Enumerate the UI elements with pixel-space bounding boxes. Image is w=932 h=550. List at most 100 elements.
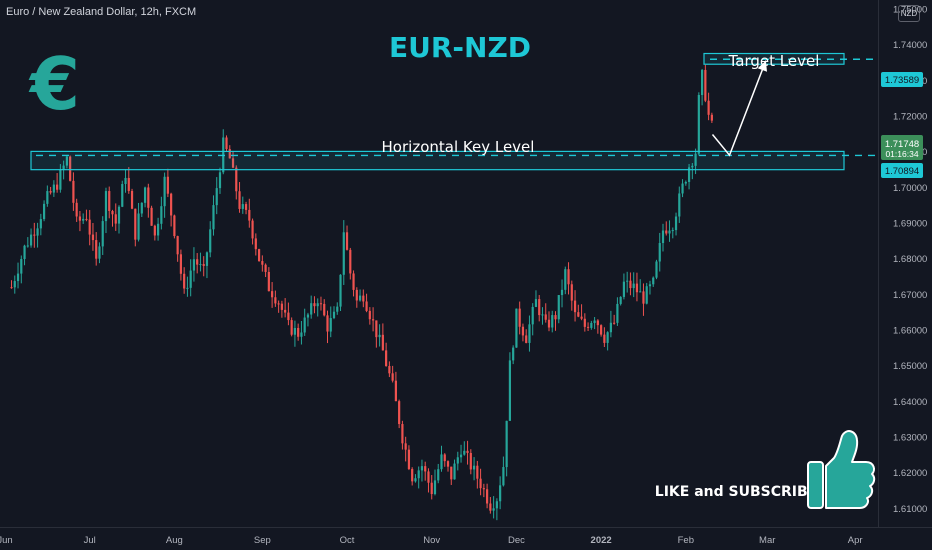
candle: [20, 255, 23, 284]
candle: [313, 296, 316, 314]
candle: [179, 249, 183, 281]
candle: [95, 232, 98, 266]
candle: [626, 271, 629, 293]
candle: [459, 444, 463, 463]
candle: [674, 212, 678, 236]
currency-button[interactable]: NZD: [898, 5, 920, 22]
candle: [323, 299, 326, 317]
candle: [437, 463, 440, 484]
x-axis: Jun Jul Aug Sep Oct Nov Dec 2022 Feb Mar Apr: [0, 535, 863, 546]
candle: [697, 92, 700, 156]
candle: [378, 324, 381, 347]
candle: [440, 445, 443, 472]
candle: [564, 266, 567, 295]
candle: [134, 208, 137, 247]
candle: [349, 247, 352, 280]
candle: [251, 218, 254, 245]
candle: [616, 297, 619, 326]
candle: [652, 276, 655, 287]
candle: [508, 352, 512, 421]
candle: [593, 317, 596, 330]
candle: [147, 183, 150, 218]
candle: [332, 306, 336, 320]
candle: [515, 308, 518, 348]
candle: [394, 371, 397, 402]
candle: [573, 290, 577, 322]
candle: [267, 267, 270, 292]
arrow-head: [757, 60, 767, 72]
x-tick-label: Apr: [848, 535, 863, 546]
candle: [111, 209, 114, 227]
candle: [492, 496, 495, 519]
candle: [29, 228, 33, 248]
candle: [544, 303, 547, 323]
candle: [528, 315, 531, 352]
y-tick-label: 1.63000: [893, 433, 927, 444]
candle: [257, 248, 261, 262]
candle: [427, 468, 430, 493]
candle: [352, 270, 355, 297]
euro-icon: €: [28, 42, 80, 126]
y-tick-label: 1.74000: [893, 40, 927, 51]
candle: [710, 112, 713, 123]
y-tick-label: 1.75000: [893, 4, 927, 15]
candle: [271, 282, 274, 308]
candle: [238, 182, 241, 213]
candle: [199, 252, 202, 272]
x-tick-label: Aug: [166, 535, 183, 546]
candle: [577, 304, 580, 318]
candle: [280, 300, 283, 318]
candle: [567, 262, 570, 295]
candle: [681, 179, 684, 198]
candle: [124, 169, 127, 193]
candle: [176, 235, 179, 262]
candle: [241, 196, 244, 214]
candle: [10, 280, 13, 289]
candle: [560, 279, 564, 308]
candle: [433, 469, 437, 496]
level-zones: [30, 52, 878, 171]
candle: [499, 476, 502, 510]
candle: [401, 420, 404, 450]
candle: [69, 155, 72, 182]
key-level-label: Horizontal Key Level: [382, 138, 535, 156]
candle: [534, 290, 538, 308]
svg-text:01:16:34: 01:16:34: [885, 149, 918, 159]
candle: [78, 210, 82, 232]
candle: [678, 186, 681, 223]
projection-arrow: [711, 60, 767, 157]
candle: [49, 186, 52, 195]
candle: [407, 445, 411, 471]
candle: [687, 163, 691, 190]
candle: [254, 233, 257, 256]
candle: [85, 209, 88, 222]
candle: [39, 213, 42, 236]
candle: [170, 192, 173, 227]
candle: [173, 214, 176, 239]
candle: [495, 498, 498, 521]
candle: [551, 310, 554, 333]
candle: [157, 217, 160, 241]
candle: [42, 200, 46, 222]
candle: [248, 198, 251, 228]
candle: [65, 154, 68, 169]
candle: [137, 202, 140, 242]
candle: [310, 295, 313, 319]
candle: [196, 253, 199, 274]
candle: [453, 459, 456, 480]
candle: [264, 263, 267, 278]
candle: [489, 497, 492, 514]
thumbs-up-icon[interactable]: [807, 430, 876, 509]
candle: [56, 173, 59, 193]
candle: [456, 451, 459, 471]
candle: [225, 135, 228, 152]
candle: [502, 456, 505, 487]
x-tick-label: Sep: [254, 535, 271, 546]
candle: [691, 163, 694, 180]
candle: [26, 237, 29, 248]
candle: [140, 202, 143, 217]
candle: [629, 272, 632, 296]
candle: [375, 320, 378, 348]
candle: [303, 308, 306, 336]
